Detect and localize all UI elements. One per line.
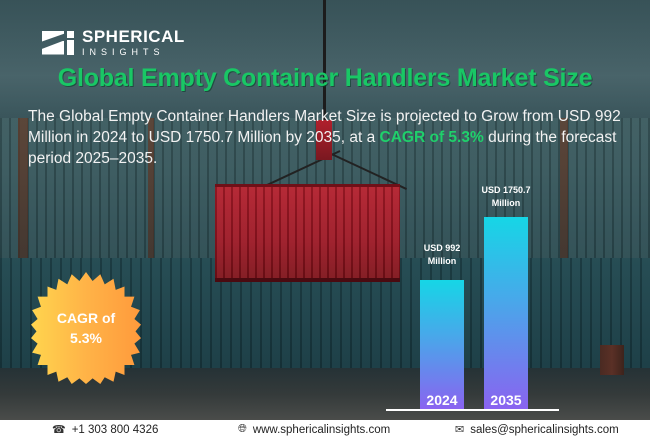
email-link[interactable]: sales@sphericalinsights.com: [470, 423, 619, 436]
footer-email: ✉ sales@sphericalinsights.com: [455, 423, 619, 437]
rust-stripe: [148, 118, 154, 258]
rust-stripe: [18, 118, 28, 258]
bar-label-line1: USD 1750.7: [481, 185, 531, 195]
contact-footer: ☎ +1 303 800 4326 🌐︎ www.sphericalinsigh…: [0, 420, 650, 440]
description-part1: The Global Empty Container Handlers Mark…: [28, 108, 621, 146]
footer-website: 🌐︎ www.sphericalinsights.com: [238, 423, 390, 436]
cagr-highlight: CAGR of 5.3%: [379, 129, 484, 146]
bar-year-label: 2024: [426, 392, 458, 408]
phone-number[interactable]: +1 303 800 4326: [71, 423, 159, 436]
bar-value-label-2035: USD 1750.7 Million: [461, 184, 551, 210]
logo-subtitle: INSIGHTS: [82, 47, 165, 57]
badge-line1: CAGR of: [56, 310, 116, 326]
rust-stripe: [560, 118, 568, 258]
barrel-image: [600, 345, 624, 375]
logo-name: SPHERICAL: [82, 27, 185, 46]
phone-icon: ☎: [52, 424, 66, 436]
market-size-bar-chart: USD 992 Million 2024 USD 1750.7 Million …: [380, 180, 580, 415]
spherical-insights-logo: SPHERICAL INSIGHTS: [42, 28, 185, 57]
badge-line2: 5.3%: [70, 330, 102, 346]
crane-hook: [316, 120, 332, 160]
chart-baseline: [386, 409, 559, 411]
bar-2035: 2035: [484, 217, 528, 409]
bar-value-label-2024: USD 992 Million: [397, 242, 487, 268]
bar-label-line1: USD 992: [423, 243, 461, 253]
globe-icon: 🌐︎: [238, 423, 247, 435]
bar-year-label: 2035: [490, 392, 522, 408]
description-text: The Global Empty Container Handlers Mark…: [28, 106, 628, 169]
cagr-starburst-badge: CAGR of 5.3%: [31, 272, 141, 384]
bar-2024: 2024: [420, 280, 464, 409]
logo-mark-icon: [42, 29, 76, 57]
page-title: Global Empty Container Handlers Market S…: [57, 64, 593, 92]
description-part2: during the forecast period 2025–2035.: [28, 129, 617, 167]
footer-phone: ☎ +1 303 800 4326: [52, 423, 159, 437]
red-shipping-container-image: [215, 184, 400, 282]
bar-label-line2: Million: [427, 256, 457, 266]
bar-label-line2: Million: [491, 198, 521, 208]
infographic-banner: SPHERICAL INSIGHTS Global Empty Containe…: [0, 0, 650, 420]
crane-cable: [323, 0, 326, 150]
website-link[interactable]: www.sphericalinsights.com: [252, 423, 391, 436]
envelope-icon: ✉: [455, 424, 465, 436]
